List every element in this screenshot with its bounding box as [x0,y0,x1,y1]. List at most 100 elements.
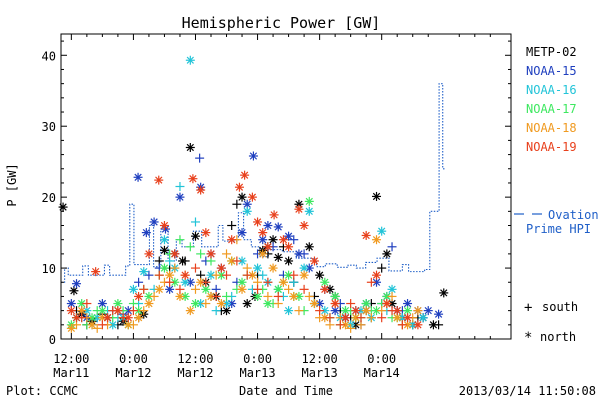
north-point [141,228,151,238]
south-point [144,270,154,280]
north-point-d2 [171,278,179,286]
north-point-d2 [109,321,117,329]
plot-frame [60,33,512,340]
north-point-d2 [140,267,148,276]
north-point [247,192,257,202]
north-point [299,221,309,231]
north-point [97,306,107,316]
north-point-d2 [383,299,391,308]
north-point-d2 [383,250,391,258]
north-point-d2 [124,321,132,329]
north-point [178,256,188,266]
south-symbol: + [524,300,532,316]
x-tick-time: 12:00 [53,352,89,366]
south-point [139,284,149,294]
north-symbol: * [524,330,532,346]
north-point [361,230,371,240]
north-point-d2 [269,236,277,244]
north-point-d2 [315,299,324,308]
north-point [185,306,195,316]
north-point-d2 [253,292,262,301]
north-point-d2 [243,207,251,215]
legend-entry: NOAA-17 [526,102,577,116]
x-tick-date: Mar12 [177,366,213,380]
north-point-d2 [331,306,339,315]
ovation-label-2: Prime HPI [526,222,591,236]
north-point [91,267,101,277]
north-point-d2 [440,289,448,297]
south-point [263,291,273,301]
north-point-d2 [393,306,401,315]
south-point [377,263,387,273]
north-point-d2 [378,227,386,235]
north-point-d2 [243,200,251,208]
south-point [289,235,299,245]
north-point-d2 [191,299,200,308]
south-point [190,284,200,294]
north-point-d2 [186,306,194,315]
north-point-d2 [98,314,107,322]
x-tick-date: Mar12 [115,366,151,380]
south-point [175,182,185,191]
legend: METP-02 NOAA-15 NOAA-16 NOAA-17 NOAA-18 NOAA-… [526,45,577,154]
north-point-d2 [207,271,215,279]
north-point [103,313,113,323]
north-point-d2 [310,299,319,308]
y-tick-label: 10 [42,262,56,276]
north-point [263,221,273,231]
x-tick-date: Mar13 [302,366,338,380]
north-point [72,279,82,289]
south-point [366,313,376,323]
south-point [387,291,397,301]
x-tick-time: 12:00 [177,352,213,366]
north-point-d2 [189,175,197,183]
north-point-d2 [248,271,257,279]
north-point-d2 [196,186,205,194]
north-point-d2 [419,314,427,322]
north-point-d2 [124,314,132,322]
north-point-d2 [181,278,189,286]
north-point-d2 [352,306,360,315]
north-point [434,309,444,319]
north-point-d2 [145,292,153,301]
x-tick-date: Mar11 [53,366,89,380]
north-point [340,313,350,323]
north-point [113,306,123,316]
north-point-d2 [181,271,189,279]
north-point-d2 [145,250,153,258]
north-point [247,270,257,280]
north-point-d2 [341,314,350,322]
north-point [361,299,371,309]
north-point-d2 [352,314,360,322]
north-point [361,306,371,316]
south-point [346,299,356,309]
north-point-d2 [321,314,329,322]
north-point [351,320,361,330]
south-point [134,277,144,287]
north-point-d2 [160,246,169,255]
north-point-d2 [414,321,422,329]
north-point-d2 [362,306,370,315]
north-point [423,306,433,316]
south-point [387,242,397,252]
legend-entry: NOAA-19 [526,140,577,154]
north-point-d2 [134,314,143,322]
north-point-d2 [434,310,443,318]
y-tick-label: 30 [42,120,56,134]
legend-entry: NOAA-15 [526,64,577,78]
y-tick-label: 0 [49,333,56,347]
north-point [289,291,299,301]
north-point-d2 [238,278,246,286]
north-point-d2 [295,292,303,301]
north-point [69,286,79,296]
north-point [284,242,294,252]
north-point-d2 [388,299,396,308]
north-point-d2 [310,257,319,265]
north-point [139,267,149,277]
north-point [269,210,279,220]
north-point-d2 [300,271,308,279]
north-point-d2 [171,250,179,258]
north-point-d2 [88,314,96,322]
timestamp: 2013/03/14 11:50:08 [459,384,596,398]
north-point [234,182,244,192]
